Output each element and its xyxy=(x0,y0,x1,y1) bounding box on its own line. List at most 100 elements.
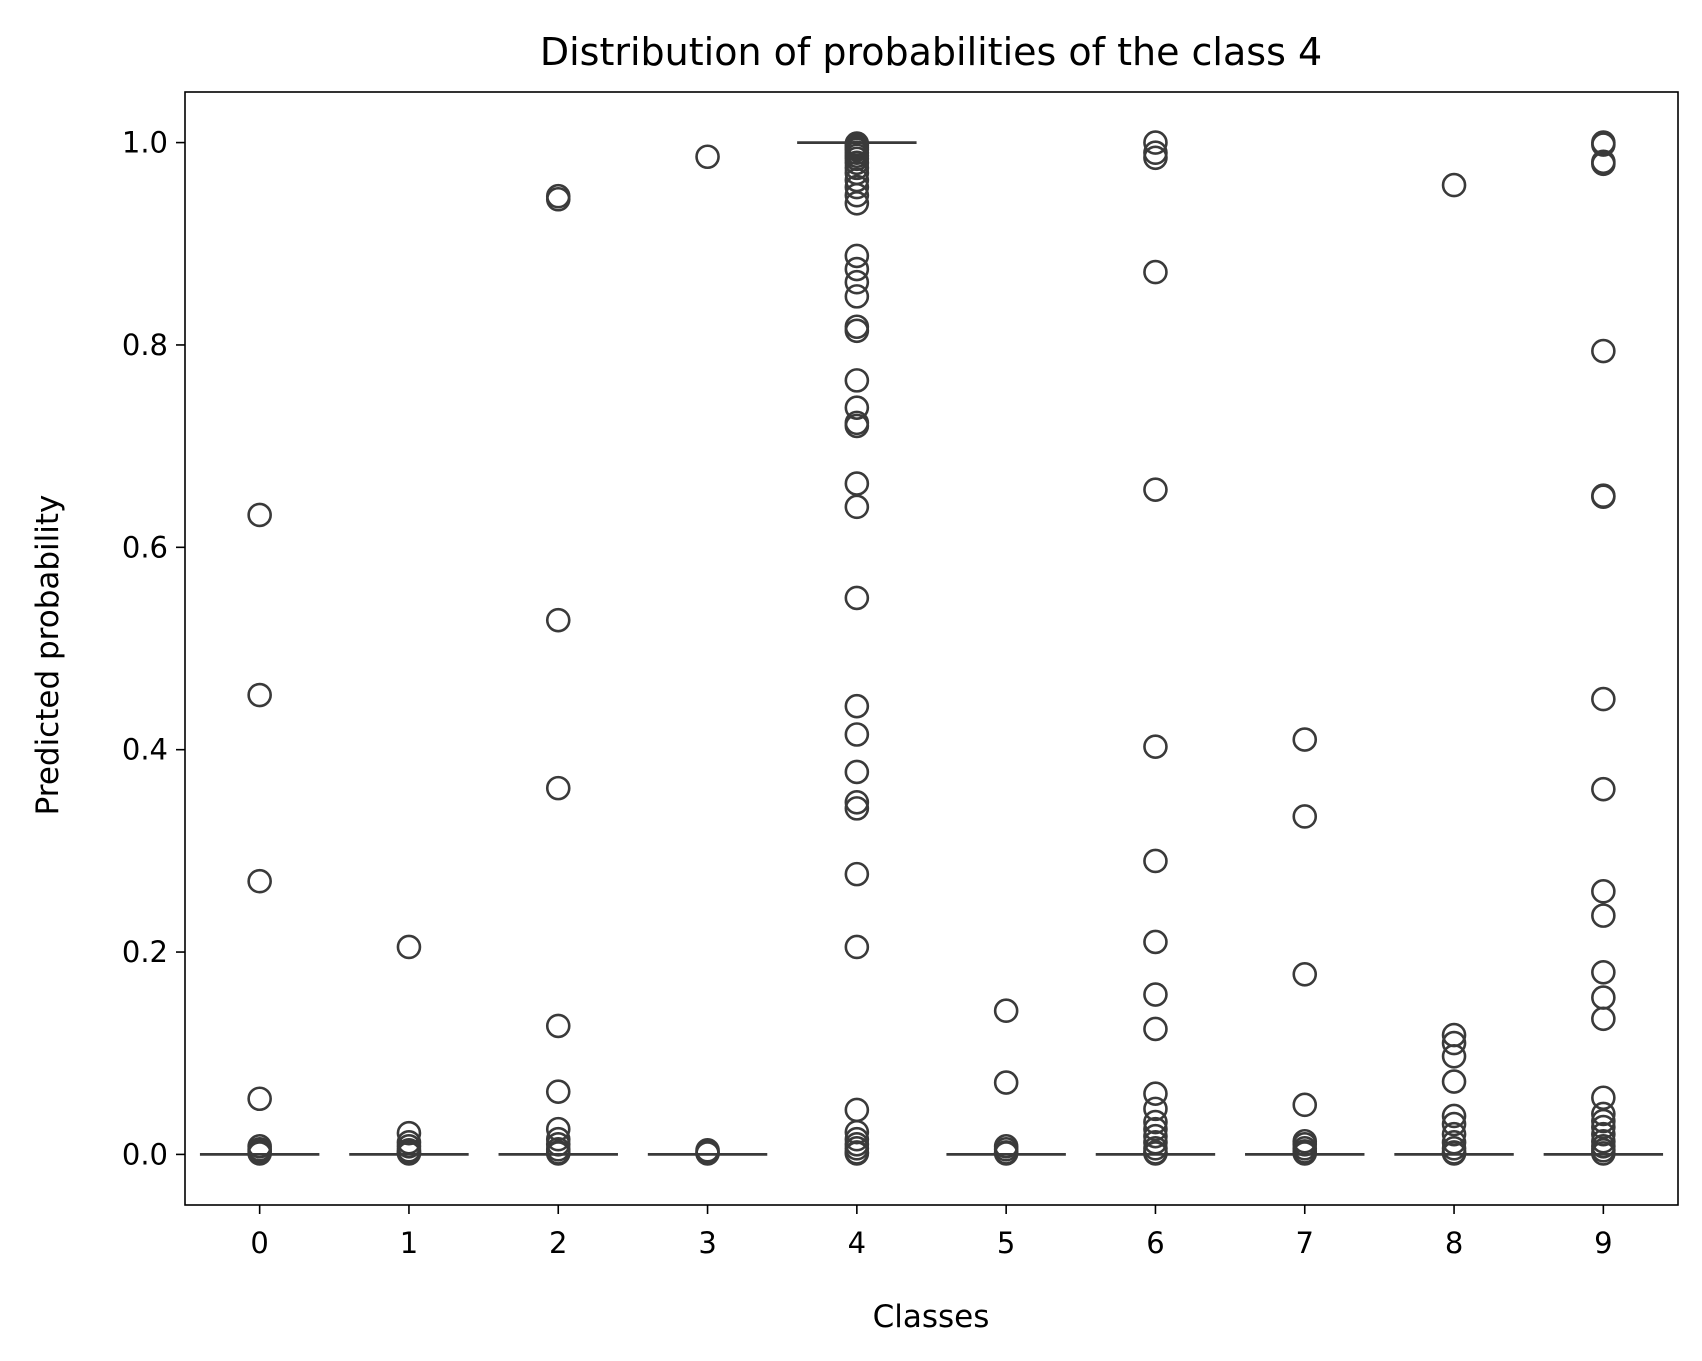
outlier-point xyxy=(695,1141,720,1166)
outlier-point xyxy=(1292,1092,1318,1118)
box-category-3 xyxy=(647,144,768,1166)
outlier-point xyxy=(1441,1043,1467,1069)
outlier-point xyxy=(1292,1141,1318,1166)
outlier-point xyxy=(1441,1069,1467,1094)
outlier-point xyxy=(844,318,870,344)
outlier-point xyxy=(844,494,870,520)
outlier-point xyxy=(396,934,422,960)
box-category-6 xyxy=(1095,130,1216,1166)
outlier-point xyxy=(1591,879,1616,904)
outlier-point xyxy=(1591,1006,1616,1032)
outlier-point xyxy=(844,368,870,393)
outlier-point xyxy=(1143,1129,1168,1155)
outlier-point xyxy=(247,1141,272,1166)
x-tick-label: 4 xyxy=(848,1226,866,1260)
plot-frame xyxy=(184,91,1679,1206)
outlier-point xyxy=(844,269,870,295)
x-tick-label: 8 xyxy=(1445,1226,1463,1260)
outlier-point xyxy=(1143,145,1168,171)
chart-title: Distribution of probabilities of the cla… xyxy=(540,30,1322,74)
outlier-point xyxy=(247,682,272,708)
outlier-point xyxy=(844,182,870,208)
outlier-point xyxy=(1143,929,1168,955)
outlier-point xyxy=(844,934,870,960)
outlier-point xyxy=(1591,985,1616,1010)
y-tick-label: 0.0 xyxy=(122,1137,168,1171)
outlier-point xyxy=(844,174,870,200)
outlier-point xyxy=(844,1141,870,1166)
outlier-point xyxy=(1591,338,1616,364)
outlier-point xyxy=(1143,259,1168,285)
box-category-8 xyxy=(1394,172,1514,1166)
outlier-point xyxy=(1143,1123,1168,1149)
outlier-point xyxy=(545,186,571,212)
outlier-point xyxy=(844,243,870,269)
outlier-point xyxy=(1591,1101,1616,1127)
plot-area xyxy=(199,130,1664,1166)
outlier-point xyxy=(1441,1111,1467,1137)
outlier-point xyxy=(396,1141,422,1166)
x-tick-label: 1 xyxy=(400,1226,418,1260)
outlier-point xyxy=(1591,1108,1616,1134)
outlier-point xyxy=(1143,734,1168,759)
x-tick-label: 7 xyxy=(1296,1226,1314,1260)
outlier-point xyxy=(844,722,870,747)
box-category-7 xyxy=(1245,727,1365,1166)
outlier-point xyxy=(1143,477,1168,502)
box-category-2 xyxy=(498,183,618,1166)
x-tick-label: 5 xyxy=(997,1226,1015,1260)
outlier-point xyxy=(247,1086,272,1112)
outlier-point xyxy=(844,471,870,496)
outlier-point xyxy=(695,144,720,170)
box-category-1 xyxy=(349,934,469,1166)
outlier-point xyxy=(1591,959,1616,985)
x-tick-label: 6 xyxy=(1146,1226,1164,1260)
outlier-point xyxy=(1292,804,1318,829)
outlier-point xyxy=(1143,130,1168,155)
outlier-point xyxy=(1591,1121,1616,1147)
outlier-point xyxy=(1292,962,1318,987)
y-tick-label: 0.2 xyxy=(122,935,168,969)
outlier-point xyxy=(1591,776,1616,802)
y-tick-label: 0.6 xyxy=(122,530,168,564)
outlier-point xyxy=(1143,1096,1168,1122)
outlier-point xyxy=(1441,1103,1467,1129)
outlier-point xyxy=(545,775,571,801)
y-tick-label: 0.4 xyxy=(122,733,168,767)
outlier-point xyxy=(545,1079,571,1104)
x-tick-label: 2 xyxy=(549,1226,567,1260)
outlier-point xyxy=(247,868,272,894)
y-tick-label: 0.8 xyxy=(122,328,168,362)
outlier-point xyxy=(1143,982,1168,1007)
x-tick-label: 0 xyxy=(250,1226,268,1260)
outlier-point xyxy=(1143,848,1168,874)
outlier-point xyxy=(545,607,571,633)
outlier-point xyxy=(993,998,1019,1024)
outlier-point xyxy=(844,796,870,821)
outlier-point xyxy=(844,1097,870,1123)
outlier-point xyxy=(993,1070,1019,1095)
box-category-0 xyxy=(199,502,320,1166)
outlier-point xyxy=(993,1141,1019,1166)
outlier-point xyxy=(1143,1016,1168,1042)
outlier-point xyxy=(545,1141,571,1166)
outlier-point xyxy=(1591,484,1616,510)
outlier-point xyxy=(844,191,870,216)
outlier-point xyxy=(1591,151,1616,177)
outlier-point xyxy=(844,759,870,785)
axes: 0 1 2 3 4 5 6 7 8 9 0.0 0.2 0.4 0.6 0.8 1.0 xyxy=(122,126,1613,1260)
box-category-4 xyxy=(797,131,917,1166)
x-tick-label: 3 xyxy=(698,1226,716,1260)
outlier-point xyxy=(1143,1109,1168,1135)
outlier-point xyxy=(844,395,870,420)
outlier-point xyxy=(1143,1141,1168,1166)
y-tick-label: 1.0 xyxy=(122,126,168,160)
outlier-point xyxy=(844,284,870,309)
outlier-point xyxy=(844,256,870,282)
outlier-point xyxy=(1441,172,1467,198)
outlier-point xyxy=(1441,1141,1467,1166)
outlier-point xyxy=(545,1013,571,1039)
outlier-point xyxy=(1441,1121,1467,1147)
outlier-point xyxy=(396,1120,422,1146)
